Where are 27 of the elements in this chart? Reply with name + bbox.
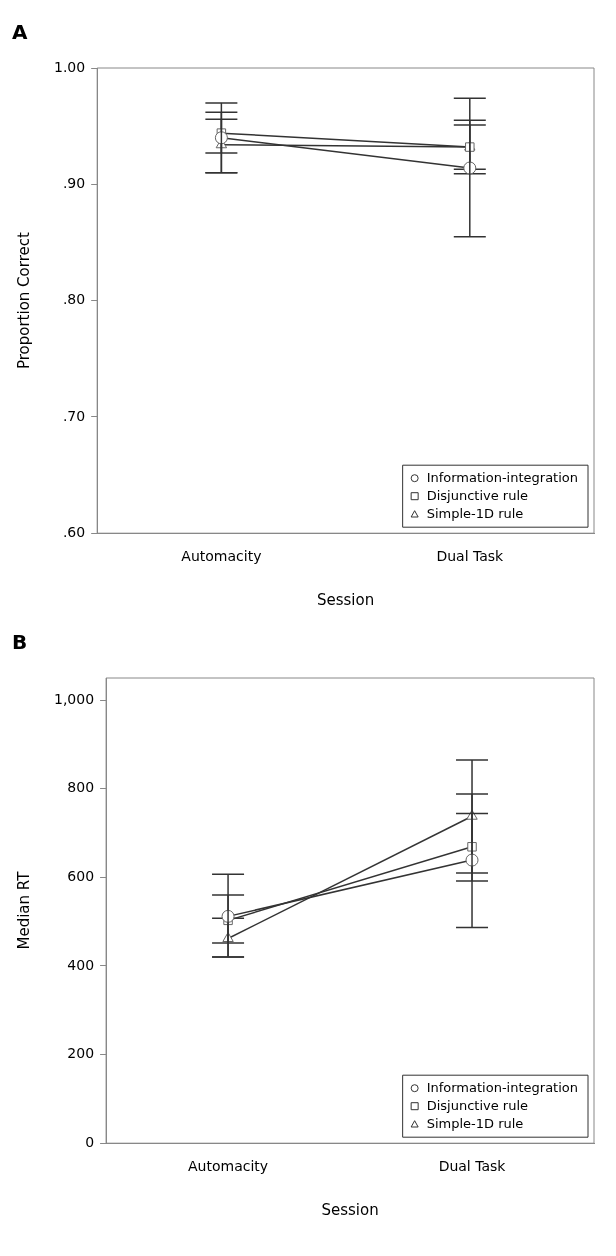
y-tick-label: 400 <box>67 956 95 973</box>
y-tick-label: .90 <box>62 174 86 191</box>
legend-label: Disjunctive rule <box>426 1097 529 1113</box>
y-tick-label: 1,000 <box>53 690 95 707</box>
legend-label: Simple-1D rule <box>426 1115 524 1131</box>
y-tick-label: 800 <box>67 779 95 796</box>
x-tick-label: Dual Task <box>436 548 505 565</box>
y-tick-label: .80 <box>62 291 86 308</box>
y-tick-label: 600 <box>67 868 95 885</box>
x-tick-label: Automacity <box>181 548 262 565</box>
legend-label: Information-integration <box>426 469 579 485</box>
x-axis-title: Session <box>321 1200 379 1219</box>
y-tick-label: 1.00 <box>54 58 86 75</box>
y-tick-label: .70 <box>62 407 86 424</box>
legend-label: Information-integration <box>426 1079 579 1095</box>
legend-label: Simple-1D rule <box>426 505 524 521</box>
y-axis-title: Proportion Correct <box>14 232 33 370</box>
chart-title: B <box>12 630 28 655</box>
y-axis-title: Median RT <box>14 870 33 950</box>
x-tick-label: Dual Task <box>438 1158 507 1175</box>
y-tick-label: 0 <box>85 1133 95 1150</box>
y-tick-label: .60 <box>62 523 86 540</box>
x-tick-label: Automacity <box>188 1158 269 1175</box>
legend-label: Disjunctive rule <box>426 487 529 503</box>
y-tick-label: 200 <box>67 1045 95 1062</box>
chart-title: A <box>12 20 28 45</box>
x-axis-title: Session <box>316 590 375 609</box>
